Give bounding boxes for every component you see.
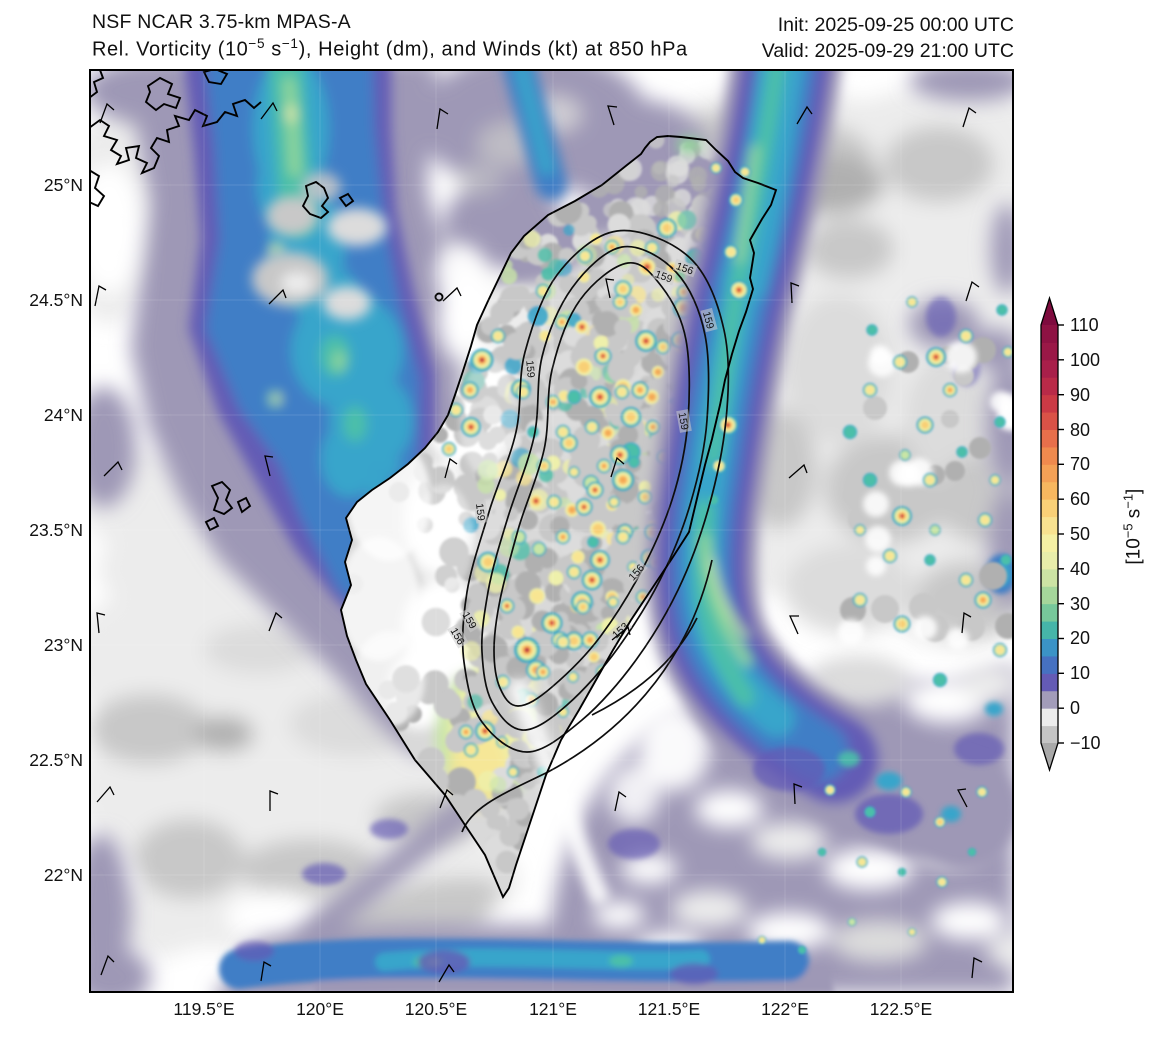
svg-text:159: 159 <box>523 360 536 379</box>
svg-text:159: 159 <box>653 268 674 285</box>
svg-text:159: 159 <box>700 310 716 330</box>
svg-text:159: 159 <box>676 411 691 430</box>
svg-text:159: 159 <box>473 503 487 522</box>
svg-text:156: 156 <box>674 260 695 277</box>
